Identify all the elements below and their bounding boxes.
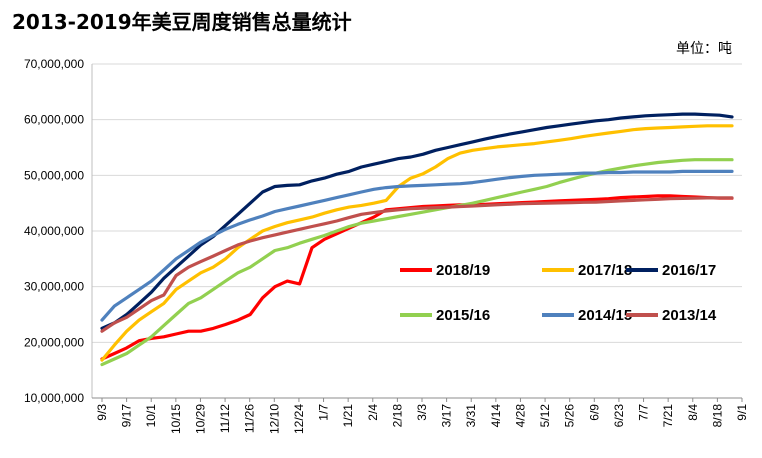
x-tick-label: 10/1: [144, 404, 158, 428]
x-tick-label: 12/24: [292, 404, 306, 434]
x-tick-label: 7/7: [637, 404, 651, 421]
x-tick-label: 2/4: [366, 404, 380, 421]
x-tick-label: 5/26: [563, 404, 577, 428]
x-tick-label: 6/23: [612, 404, 626, 428]
legend-label-2015/16: 2015/16: [436, 307, 490, 324]
x-tick-label: 12/10: [267, 404, 281, 434]
y-tick-label: 20,000,000: [24, 335, 84, 349]
y-tick-label: 60,000,000: [24, 113, 84, 127]
legend-label-2018/19: 2018/19: [436, 262, 490, 279]
y-tick-label: 10,000,000: [24, 391, 84, 405]
y-tick-label: 40,000,000: [24, 224, 84, 238]
series-line-2017/18: [100, 124, 734, 362]
x-tick-label: 11/12: [218, 404, 232, 433]
y-tick-label: 70,000,000: [24, 57, 84, 71]
x-tick-label: 5/12: [538, 404, 552, 428]
x-tick-label: 3/3: [415, 404, 429, 421]
x-tick-label: 4/28: [513, 404, 527, 428]
x-tick-label: 3/17: [440, 404, 454, 428]
series-line-2015/16: [100, 158, 734, 367]
x-tick-label: 8/18: [710, 404, 724, 428]
series-line-2014/15: [100, 169, 734, 322]
series-line-2013/14: [100, 196, 734, 333]
legend-label-2016/17: 2016/17: [662, 262, 716, 279]
x-tick-label: 1/7: [317, 404, 331, 421]
legend-label-2013/14: 2013/14: [662, 307, 717, 324]
x-tick-label: 11/26: [243, 404, 257, 433]
x-tick-label: 3/31: [464, 404, 478, 428]
x-tick-label: 9/1: [735, 404, 749, 421]
x-tick-label: 9/17: [120, 404, 134, 428]
legend-label-2014/15: 2014/15: [578, 307, 632, 324]
x-tick-label: 2/18: [390, 404, 404, 428]
y-tick-label: 50,000,000: [24, 168, 84, 182]
chart-title: 2013-2019年美豆周度销售总量统计: [12, 10, 352, 34]
legend-label-2017/18: 2017/18: [578, 262, 632, 279]
x-tick-label: 7/21: [661, 404, 675, 428]
x-tick-label: 4/14: [489, 404, 503, 428]
y-tick-label: 30,000,000: [24, 280, 84, 294]
x-tick-label: 1/21: [341, 404, 355, 428]
unit-label: 单位：吨: [676, 41, 732, 57]
x-tick-label: 9/3: [95, 404, 109, 421]
series-line-2016/17: [100, 112, 734, 330]
x-tick-label: 10/29: [193, 404, 207, 434]
x-tick-label: 10/15: [169, 404, 183, 434]
x-tick-label: 8/4: [686, 404, 700, 421]
x-tick-label: 6/9: [587, 404, 601, 421]
